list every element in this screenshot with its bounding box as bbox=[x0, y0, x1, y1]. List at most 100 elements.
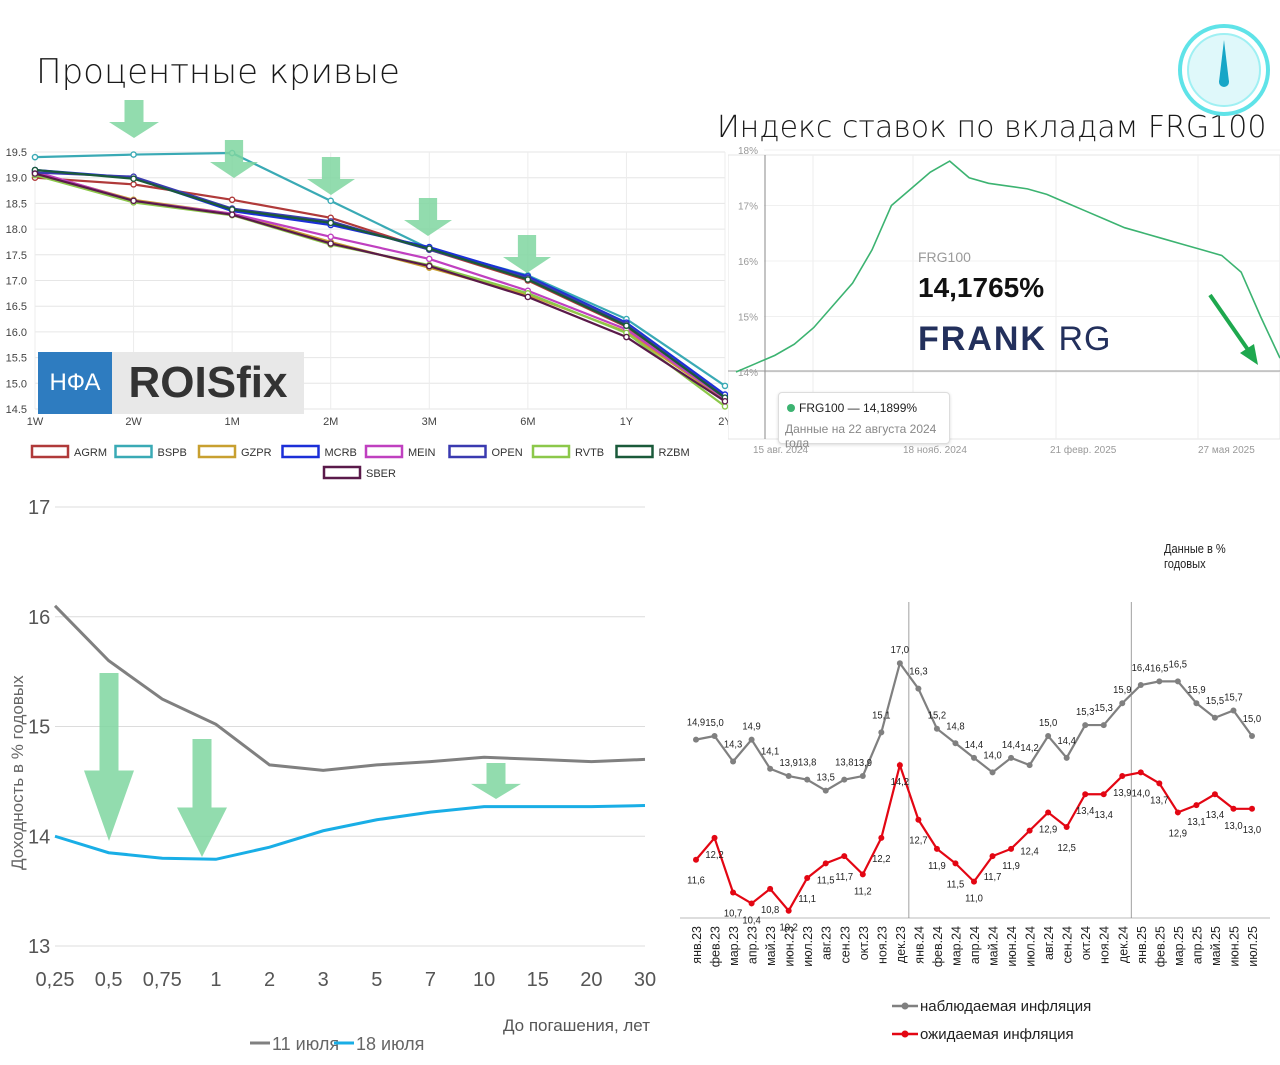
data-point bbox=[1119, 700, 1126, 707]
data-point bbox=[822, 787, 829, 794]
data-label: 13,4 bbox=[1076, 806, 1095, 818]
curves-title: Процентные кривые bbox=[36, 52, 400, 92]
x-tick-label: ноя.23 bbox=[875, 926, 889, 964]
data-label: 16,5 bbox=[1150, 663, 1169, 675]
legend-label: RVTB bbox=[575, 447, 604, 459]
data-point bbox=[989, 853, 996, 860]
data-label: 10,7 bbox=[724, 908, 743, 920]
x-tick-label: июл.25 bbox=[1246, 926, 1260, 967]
roisfix-logo: ROISfix bbox=[112, 352, 304, 414]
data-point bbox=[1082, 722, 1089, 729]
frank-rg-logo: FRANK RG bbox=[918, 320, 1111, 359]
data-label: 14,0 bbox=[1132, 788, 1151, 800]
series-dot-icon bbox=[787, 404, 795, 412]
data-label: 11,7 bbox=[835, 872, 853, 884]
data-point bbox=[1156, 678, 1163, 685]
data-point bbox=[1137, 682, 1144, 689]
frg-title: Индекс ставок по вкладам FRG100 bbox=[717, 110, 1267, 145]
data-label: 11,7 bbox=[984, 872, 1002, 884]
series-line-sber bbox=[34, 172, 726, 403]
y-tick-label: 19.5 bbox=[6, 147, 27, 159]
x-tick-label: янв.25 bbox=[1135, 926, 1149, 964]
data-label: 15,3 bbox=[1076, 707, 1095, 719]
x-tick-label: май.24 bbox=[987, 926, 1001, 966]
x-tick-label: мар.25 bbox=[1172, 926, 1186, 966]
data-point bbox=[952, 740, 959, 747]
data-point bbox=[767, 885, 774, 892]
frg100-chart: 14% 15% 16% 17% 18% 15 авг. 2024 18 нояб. 2024… bbox=[728, 146, 1280, 456]
data-point bbox=[971, 754, 977, 761]
data-point bbox=[1249, 733, 1255, 739]
down-arrow-icon bbox=[471, 763, 521, 799]
data-label: 13,7 bbox=[1150, 795, 1169, 807]
y-tick-label: 17.0 bbox=[6, 276, 27, 288]
data-label: 15,9 bbox=[1113, 685, 1132, 697]
data-label: 12,7 bbox=[909, 835, 928, 847]
x-tick-label: 0,75 bbox=[143, 969, 182, 991]
x-tick-label: июн.23 bbox=[783, 926, 797, 967]
x-tick-label: 2 bbox=[264, 969, 275, 991]
data-label: 10,4 bbox=[742, 915, 761, 927]
trend-arrow-icon bbox=[1208, 293, 1255, 359]
data-label: 11,1 bbox=[798, 894, 816, 906]
data-label: 13,5 bbox=[817, 772, 836, 784]
data-point bbox=[1008, 845, 1015, 852]
x-tick-label: 0,5 bbox=[95, 969, 123, 991]
legend-label: OPEN bbox=[492, 447, 523, 459]
x-tick-label: дек.23 bbox=[894, 926, 908, 963]
down-arrow-icon bbox=[210, 140, 258, 178]
x-tick-label: мар.23 bbox=[727, 926, 741, 966]
data-point bbox=[859, 871, 866, 878]
legend-swatch bbox=[364, 444, 404, 459]
x-tick-label: сен.23 bbox=[838, 926, 852, 964]
data-label: 11,0 bbox=[965, 893, 983, 905]
inflation-chart: янв.23 фев.23 мар.23 апр.23 май.23 июн.23 июл.… bbox=[680, 602, 1270, 1043]
data-label: 14,2 bbox=[891, 777, 910, 789]
x-tick-label: 2W bbox=[125, 416, 142, 428]
legend-label: RZBM bbox=[659, 447, 690, 459]
x-tick-label: апр.23 bbox=[746, 926, 760, 964]
x-tick-label: 7 bbox=[425, 969, 436, 991]
x-tick-label: 10 bbox=[473, 969, 495, 991]
data-label: 15,0 bbox=[705, 718, 724, 730]
y-tick-label: 15.0 bbox=[6, 378, 27, 390]
x-tick-label: 15 авг. 2024 bbox=[753, 445, 808, 456]
x-tick-label: май.23 bbox=[764, 926, 778, 966]
data-point bbox=[1100, 791, 1107, 798]
data-point bbox=[1063, 754, 1070, 761]
data-point bbox=[952, 860, 959, 867]
data-label: 15,3 bbox=[1095, 703, 1114, 715]
data-point bbox=[933, 845, 940, 852]
data-point bbox=[425, 255, 433, 263]
data-label: 13,4 bbox=[1206, 810, 1225, 822]
x-tick-label: ноя.24 bbox=[1098, 926, 1112, 964]
x-tick-label: 20 bbox=[580, 969, 602, 991]
data-label: 11,9 bbox=[928, 860, 946, 872]
y-tick-label: 16.0 bbox=[6, 327, 27, 339]
data-point bbox=[1082, 791, 1089, 798]
frg100-value: 14,1765% bbox=[918, 272, 1045, 303]
y-tick-label: 17% bbox=[738, 202, 758, 213]
y-tick-label: 18.5 bbox=[6, 198, 27, 210]
x-tick-label: июл.23 bbox=[801, 926, 815, 967]
data-label: 11,5 bbox=[947, 879, 965, 891]
down-arrow-icon bbox=[307, 157, 355, 195]
data-point bbox=[1249, 805, 1255, 812]
x-tick-label: янв.23 bbox=[690, 926, 704, 964]
x-tick-label: окт.24 bbox=[1079, 926, 1093, 960]
x-tick-label: 15 bbox=[527, 969, 549, 991]
data-point bbox=[1156, 780, 1163, 787]
data-point bbox=[989, 769, 996, 776]
legend-swatch bbox=[322, 465, 362, 480]
series-line bbox=[54, 804, 646, 861]
data-point bbox=[1008, 754, 1015, 761]
legend-swatch bbox=[197, 444, 237, 459]
data-point bbox=[31, 170, 39, 177]
legend-label: 11 июля bbox=[272, 1034, 339, 1054]
data-point bbox=[1211, 791, 1218, 798]
y-tick-label: 18% bbox=[738, 146, 758, 157]
units-note: Данные в % годовых bbox=[1164, 541, 1226, 571]
data-point bbox=[31, 153, 39, 161]
data-label: 11,9 bbox=[1002, 860, 1020, 872]
x-tick-label: сен.24 bbox=[1061, 926, 1075, 964]
